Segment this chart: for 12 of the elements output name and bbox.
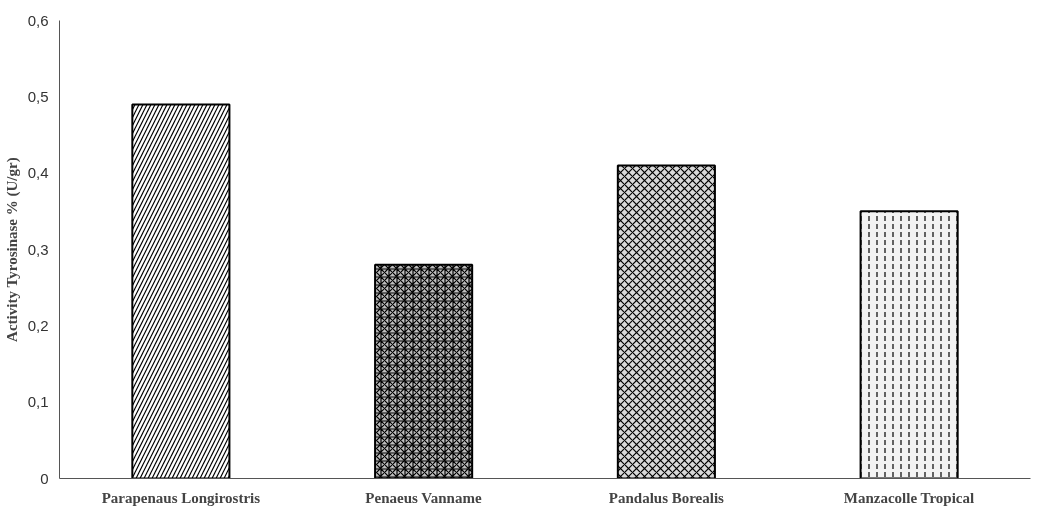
x-tick-label: Pandalus Borealis xyxy=(608,489,725,506)
y-axis-title: Activity Tyrosinase % (U/gr) xyxy=(3,157,21,342)
y-tick-label: 0,1 xyxy=(27,393,49,411)
y-tick-label: 0,5 xyxy=(27,87,49,105)
y-tick-label: 0,2 xyxy=(27,316,49,334)
x-tick-label: Parapenaus Longirostris xyxy=(101,489,261,506)
y-tick-label: 0,6 xyxy=(27,11,49,29)
y-tick-label: 0,3 xyxy=(27,240,49,258)
x-tick-label: Manzacolle Tropical xyxy=(843,489,975,506)
x-tick-label: Penaeus Vanname xyxy=(365,489,482,506)
y-tick-label: 0,4 xyxy=(27,164,49,182)
y-tick-label: 0 xyxy=(40,469,49,487)
